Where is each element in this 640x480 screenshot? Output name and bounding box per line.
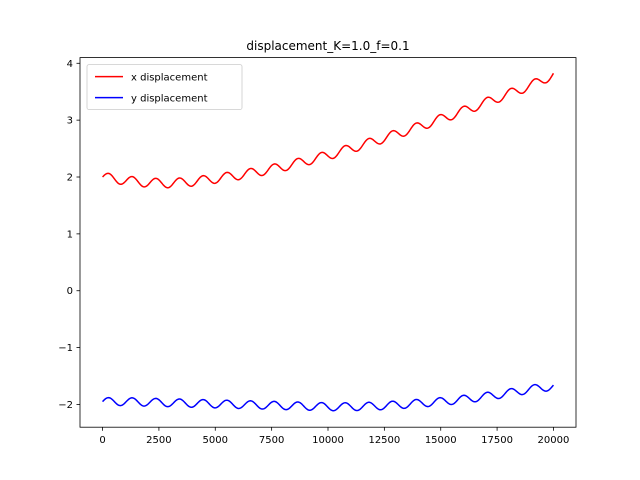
legend-label: x displacement <box>131 73 208 84</box>
x-tick-label: 10000 <box>312 435 344 446</box>
x-tick-label: 17500 <box>481 435 513 446</box>
plot-area <box>102 72 555 412</box>
legend-box <box>86 64 243 110</box>
y-tick-label: 3 <box>67 116 73 127</box>
x-tick-label: 15000 <box>425 435 457 446</box>
y-tick-label: 0 <box>67 286 73 297</box>
x-tick-label: 7500 <box>259 435 284 446</box>
y-tick-label: 2 <box>67 173 73 184</box>
series-line-x-displacement <box>102 72 555 189</box>
x-tick-label: 5000 <box>203 435 228 446</box>
legend-label: y displacement <box>131 94 208 105</box>
axes: 0 2500 5000 7500 10000 12500 15000 17500 20000 −2… <box>58 57 577 446</box>
y-tick-label: 1 <box>67 229 73 240</box>
y-tick-label: 4 <box>67 59 73 70</box>
x-tick-label: 0 <box>99 435 105 446</box>
legend: x displacement y displacement <box>86 64 243 110</box>
y-tick-label: −2 <box>58 400 73 411</box>
y-tick-label: −1 <box>58 343 73 354</box>
x-tick-label: 20000 <box>538 435 570 446</box>
series-line-y-displacement <box>102 383 555 412</box>
x-tick-label: 12500 <box>368 435 400 446</box>
x-tick-label: 2500 <box>146 435 171 446</box>
chart-title: displacement_K=1.0_f=0.1 <box>246 39 409 53</box>
